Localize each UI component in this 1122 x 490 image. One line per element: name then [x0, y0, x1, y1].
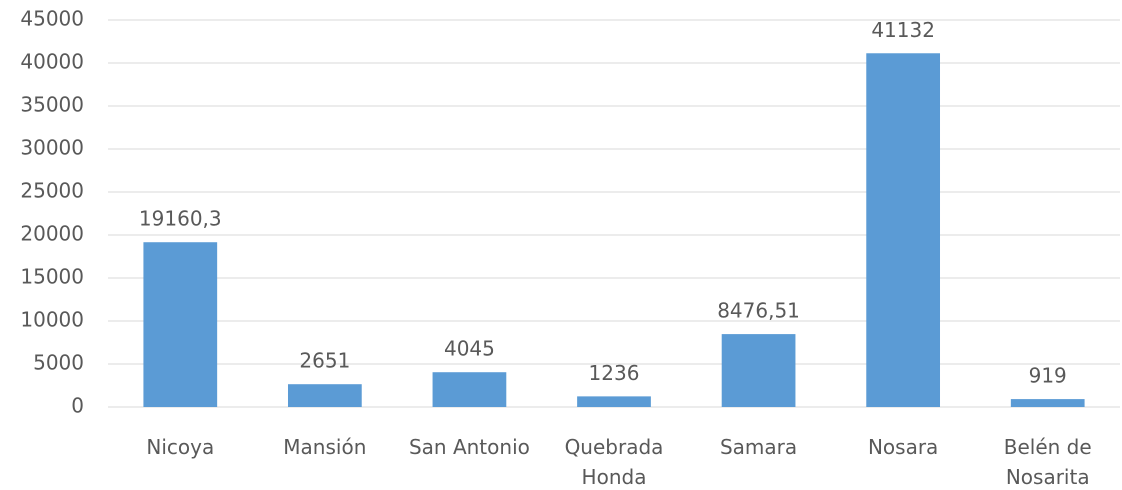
y-tick-label: 0 — [71, 394, 84, 418]
y-tick-label: 25000 — [20, 179, 84, 203]
y-tick-label: 10000 — [20, 308, 84, 332]
x-tick-label: Belén de Nosarita — [1003, 435, 1092, 489]
y-tick-label: 40000 — [20, 50, 84, 74]
x-tick-label: San Antonio — [408, 435, 530, 459]
bar — [577, 396, 651, 407]
value-label: 4045 — [444, 337, 495, 361]
y-tick-label: 15000 — [20, 265, 84, 289]
bar — [287, 384, 362, 407]
x-tick-label: Mansión — [283, 435, 367, 459]
bar — [1010, 399, 1085, 407]
bar — [866, 53, 941, 407]
value-label: 8476,51 — [717, 299, 800, 323]
y-tick-label: 5000 — [33, 351, 84, 375]
bar — [721, 334, 796, 407]
y-tick-label: 45000 — [20, 7, 84, 31]
bar — [432, 372, 507, 407]
value-label: 2651 — [299, 349, 350, 373]
x-tick-label: Quebrada Honda — [564, 435, 664, 489]
bar — [143, 242, 218, 407]
y-tick-label: 30000 — [20, 136, 84, 160]
y-tick-label: 20000 — [20, 222, 84, 246]
x-tick-label: Samara — [719, 435, 798, 459]
x-tick-label: Nosara — [867, 435, 939, 459]
y-tick-label: 35000 — [20, 93, 84, 117]
value-label: 1236 — [589, 361, 640, 385]
value-label: 919 — [1029, 364, 1067, 388]
x-tick-label: Nicoya — [146, 435, 215, 459]
value-label: 19160,3 — [139, 207, 222, 231]
value-label: 41132 — [871, 18, 935, 42]
